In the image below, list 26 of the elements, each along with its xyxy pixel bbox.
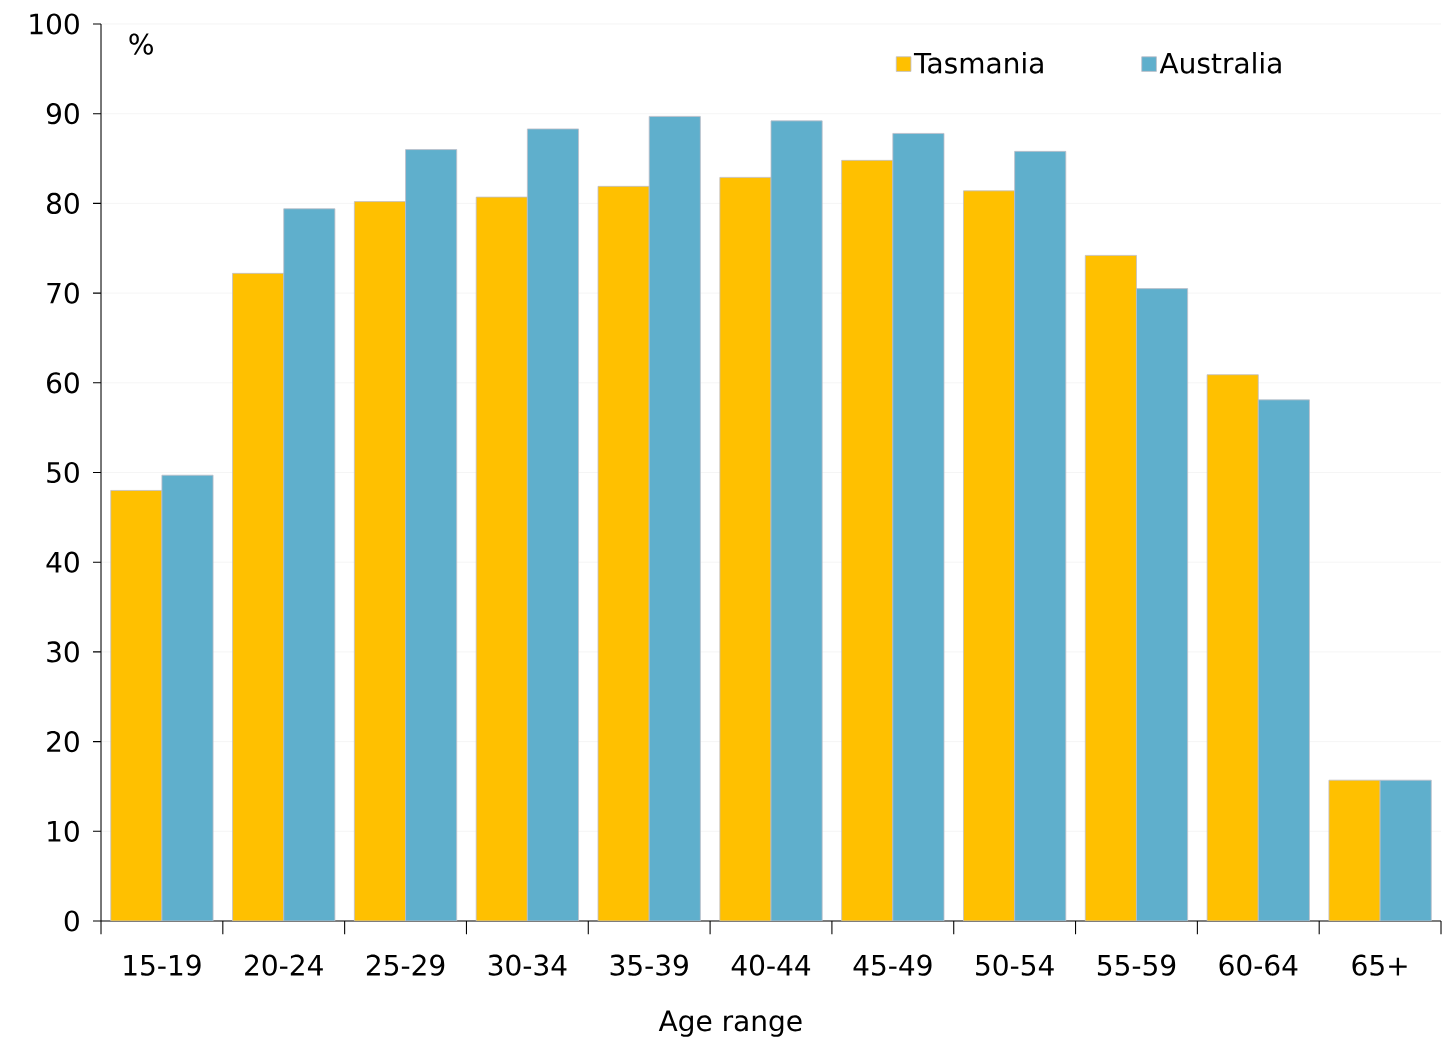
x-axis-title: Age range	[658, 1010, 802, 1037]
legend-label: Tasmania	[913, 52, 1043, 74]
y-tick-label: 10	[48, 820, 79, 842]
y-tick-label: 30	[47, 641, 79, 663]
x-tick-label: 25-29	[366, 954, 445, 976]
x-tick-label: 50-54	[976, 954, 1054, 976]
x-tick-label: 20-24	[245, 954, 323, 976]
y-tick-label: 100	[30, 13, 79, 35]
y-tick-label: 50	[47, 461, 79, 484]
x-tick-label: 60-64	[1219, 954, 1298, 976]
x-tick-label: 35-39	[610, 954, 688, 976]
y-tick-label: 0	[64, 910, 79, 932]
x-tick-label: 55-59	[1097, 954, 1176, 976]
y-tick-label: 70	[47, 282, 79, 304]
y-axis-title: %	[129, 33, 153, 55]
y-tick-label: 20	[47, 731, 79, 753]
x-tick-label: 45-49	[853, 954, 932, 976]
y-tick-label: 90	[46, 103, 79, 125]
y-tick-label: 80	[47, 192, 79, 214]
x-tick-label: 65+	[1352, 954, 1407, 976]
y-tick-label: 60	[47, 372, 79, 394]
x-tick-label: 30-34	[488, 954, 567, 976]
legend-label: Australia	[1159, 52, 1281, 74]
y-tick-label: 40	[46, 551, 79, 573]
x-tick-label: 40-44	[731, 954, 811, 976]
x-tick-label: 15-19	[124, 954, 201, 976]
